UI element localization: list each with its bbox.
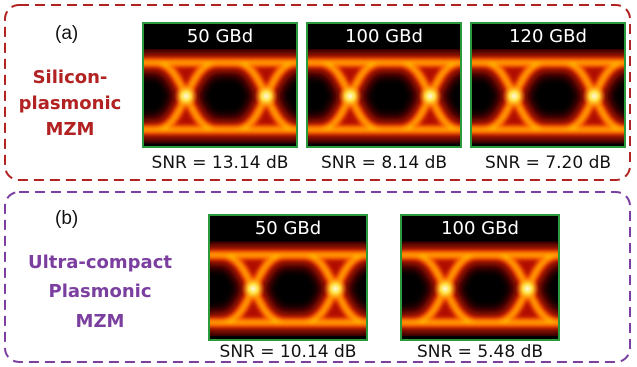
eye-crossing: [502, 84, 526, 108]
rate-label: 100 GBd: [345, 26, 423, 47]
device-name: MZM: [46, 119, 95, 140]
eye-crossing: [254, 84, 278, 108]
device-name: Ultra-compact: [28, 252, 172, 273]
rate-label: 50 GBd: [255, 218, 321, 239]
eye-crossing: [515, 277, 539, 301]
snr-label: SNR = 8.14 dB: [321, 153, 447, 173]
eye-crossing: [418, 84, 442, 108]
eye-crossing: [338, 84, 362, 108]
snr-label: SNR = 5.48 dB: [417, 342, 543, 362]
snr-label: SNR = 10.14 dB: [220, 342, 357, 362]
rate-label: 100 GBd: [441, 218, 519, 239]
eye-crossing: [174, 84, 198, 108]
figure: (a) Silicon-plasmonic MZM 50 GBd SNR = 13.14…: [0, 0, 637, 367]
rate-label: 120 GBd: [509, 26, 587, 47]
device-name: plasmonic: [19, 93, 122, 114]
eye-diagram: 100 GBd: [302, 23, 466, 147]
eye-crossing: [433, 277, 457, 301]
snr-label: SNR = 13.14 dB: [152, 153, 289, 173]
eye-crossing: [323, 277, 347, 301]
eye-diagram: 50 GBd: [138, 23, 302, 147]
eye-crossing: [582, 84, 606, 108]
panel-label: (a): [55, 23, 78, 44]
snr-label: SNR = 7.20 dB: [485, 153, 611, 173]
eye-diagram: 50 GBd: [204, 215, 372, 340]
device-name: Silicon-: [33, 67, 108, 88]
eye-diagram: 100 GBd: [396, 215, 564, 340]
device-name: Plasmonic: [49, 281, 152, 302]
device-name: MZM: [76, 311, 125, 332]
eye-diagram: 120 GBd: [466, 23, 630, 147]
eye-crossing: [241, 277, 265, 301]
rate-label: 50 GBd: [187, 26, 253, 47]
panel-label: (b): [55, 208, 78, 229]
